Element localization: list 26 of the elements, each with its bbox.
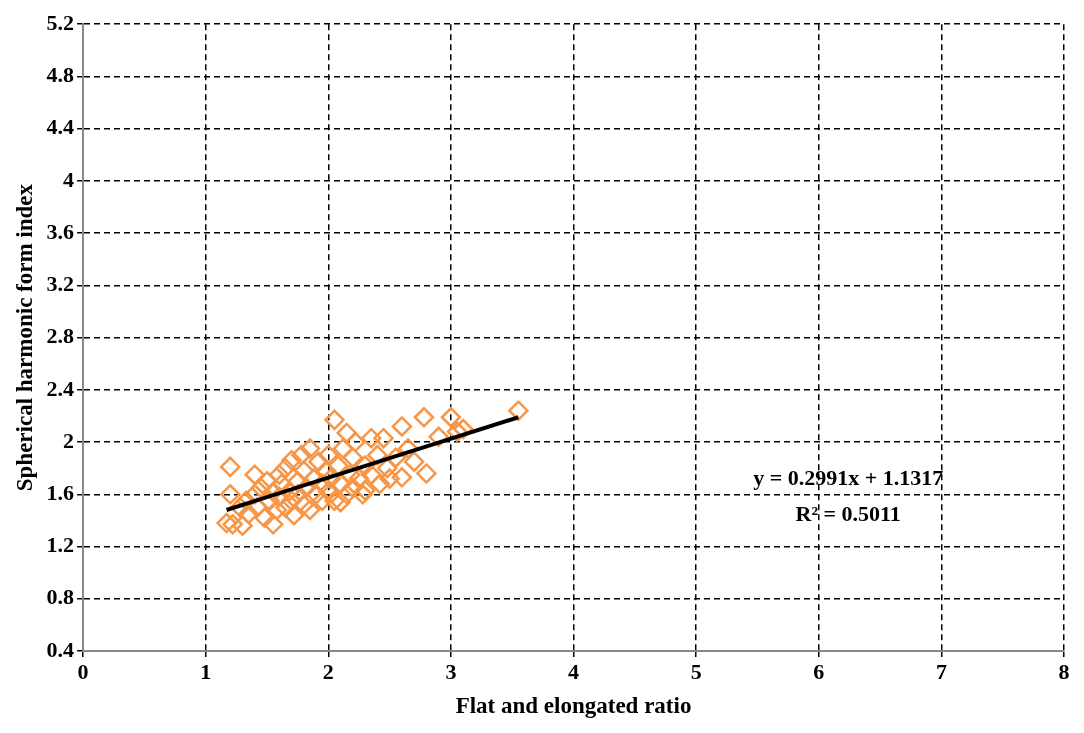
y-tick-label: 4 (63, 166, 75, 192)
annotation: y = 0.2991x + 1.1317 (753, 464, 944, 490)
x-axis-title: Flat and elongated ratio (455, 693, 692, 719)
x-tick-label: 2 (322, 658, 334, 684)
y-tick-label: 4.8 (46, 62, 75, 88)
annotation: R² = 0.5011 (795, 500, 901, 526)
x-tick-label: 0 (77, 658, 89, 684)
y-tick-label: 3.6 (46, 218, 75, 244)
x-tick-label: 3 (445, 658, 457, 684)
y-tick-label: 0.8 (46, 584, 75, 610)
y-tick-label: 5.2 (46, 9, 75, 35)
x-tick-label: 4 (568, 658, 580, 684)
y-axis-title: Spherical harmonic form index (11, 183, 37, 492)
x-tick-label: 5 (690, 658, 702, 684)
y-tick-label: 0.4 (46, 636, 75, 662)
y-tick-label: 3.2 (46, 271, 75, 297)
x-tick-label: 1 (200, 658, 212, 684)
y-tick-label: 2 (63, 427, 75, 453)
y-tick-label: 2.4 (46, 375, 75, 401)
y-tick-label: 2.8 (46, 323, 75, 349)
x-tick-label: 6 (813, 658, 825, 684)
x-tick-label: 8 (1058, 658, 1070, 684)
y-tick-label: 4.4 (46, 114, 75, 140)
y-tick-label: 1.6 (46, 479, 75, 505)
y-tick-label: 1.2 (46, 532, 75, 558)
x-tick-label: 7 (935, 658, 947, 684)
